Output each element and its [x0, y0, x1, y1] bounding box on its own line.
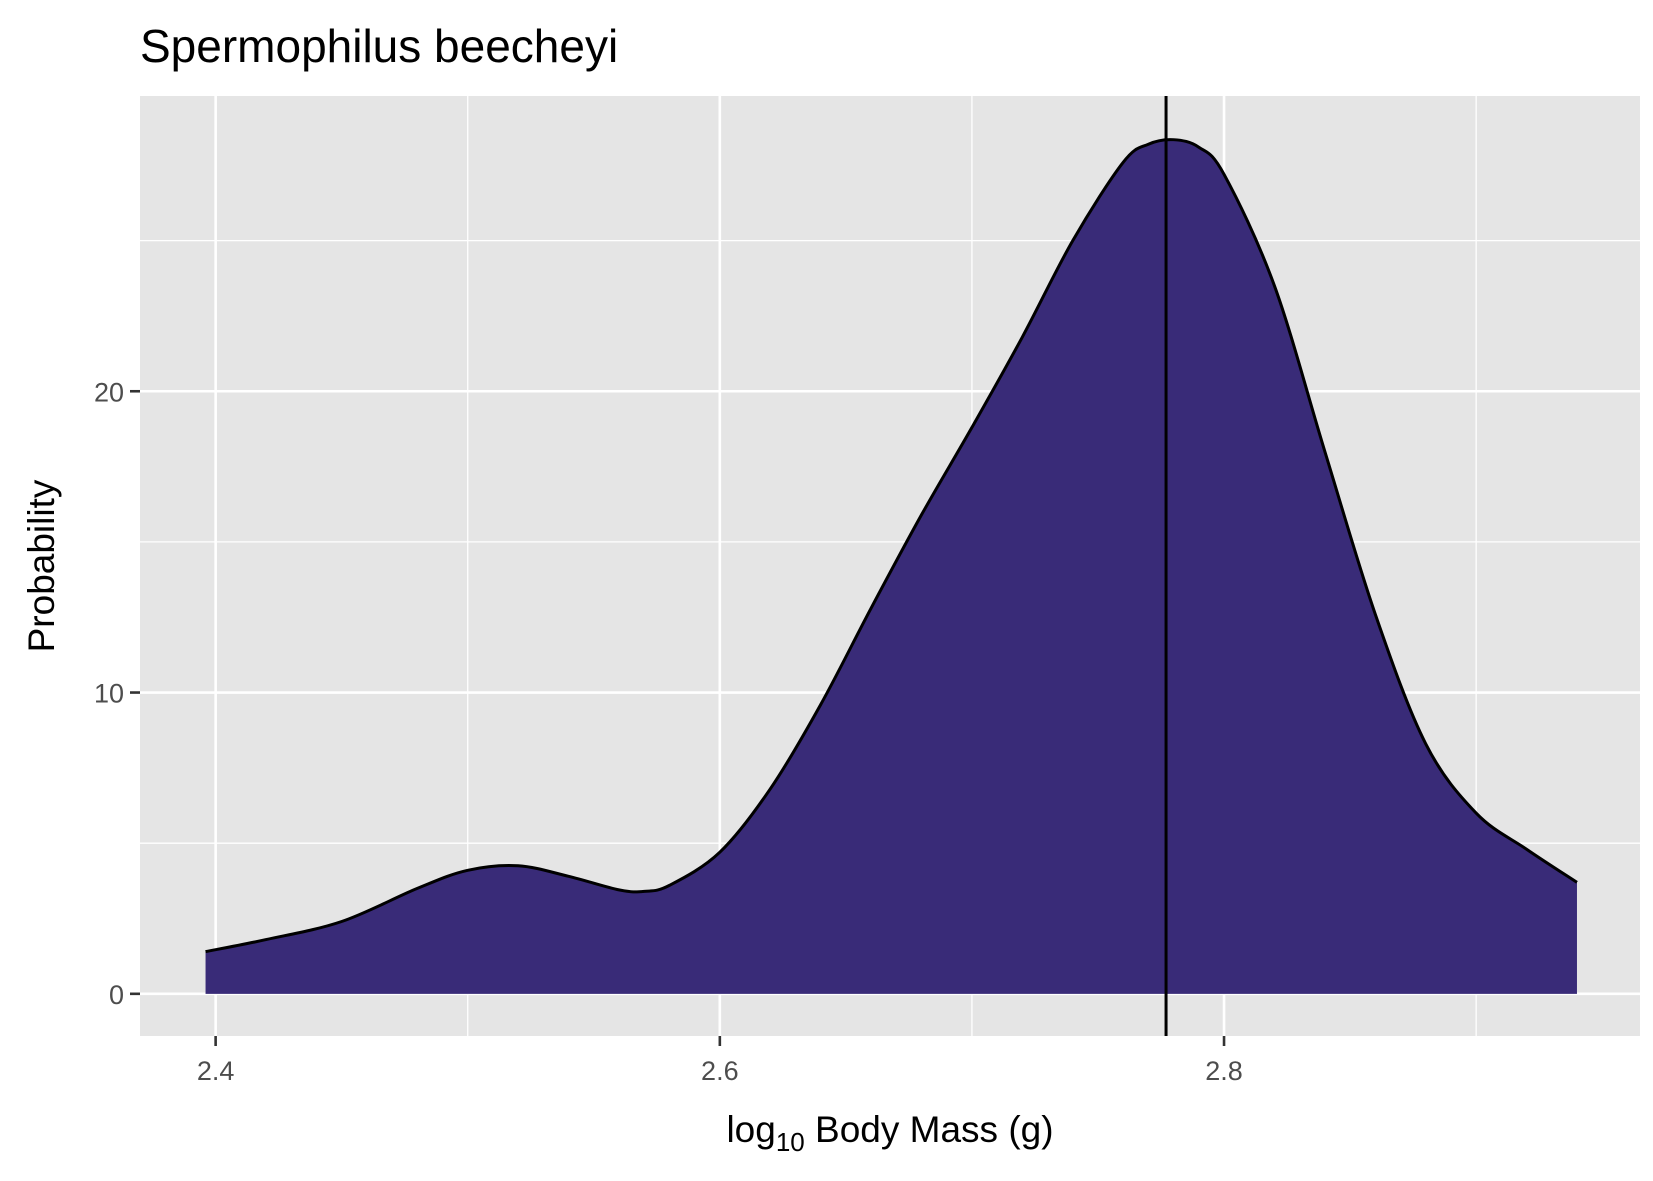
x-axis-title-prefix: log	[726, 1109, 775, 1150]
x-tick-label: 2.6	[701, 1056, 739, 1086]
x-tick-label: 2.8	[1205, 1056, 1243, 1086]
y-tick-label: 20	[94, 377, 124, 407]
density-curve	[205, 138, 1578, 954]
x-axis-title-subscript: 10	[776, 1127, 805, 1157]
y-axis-title: Probability	[21, 479, 62, 652]
y-tick-label: 0	[109, 980, 124, 1010]
x-axis-title-suffix: Body Mass (g)	[805, 1109, 1054, 1150]
density-area	[205, 139, 1577, 994]
y-tick-label: 10	[94, 679, 124, 709]
x-axis-ticks: 2.4 2.6 2.8	[197, 1036, 1243, 1086]
y-axis-ticks: 0 10 20	[94, 377, 140, 1010]
x-axis-title: log10 Body Mass (g)	[726, 1109, 1053, 1157]
chart-title: Spermophilus beecheyi	[140, 20, 618, 72]
x-tick-label: 2.4	[197, 1056, 235, 1086]
